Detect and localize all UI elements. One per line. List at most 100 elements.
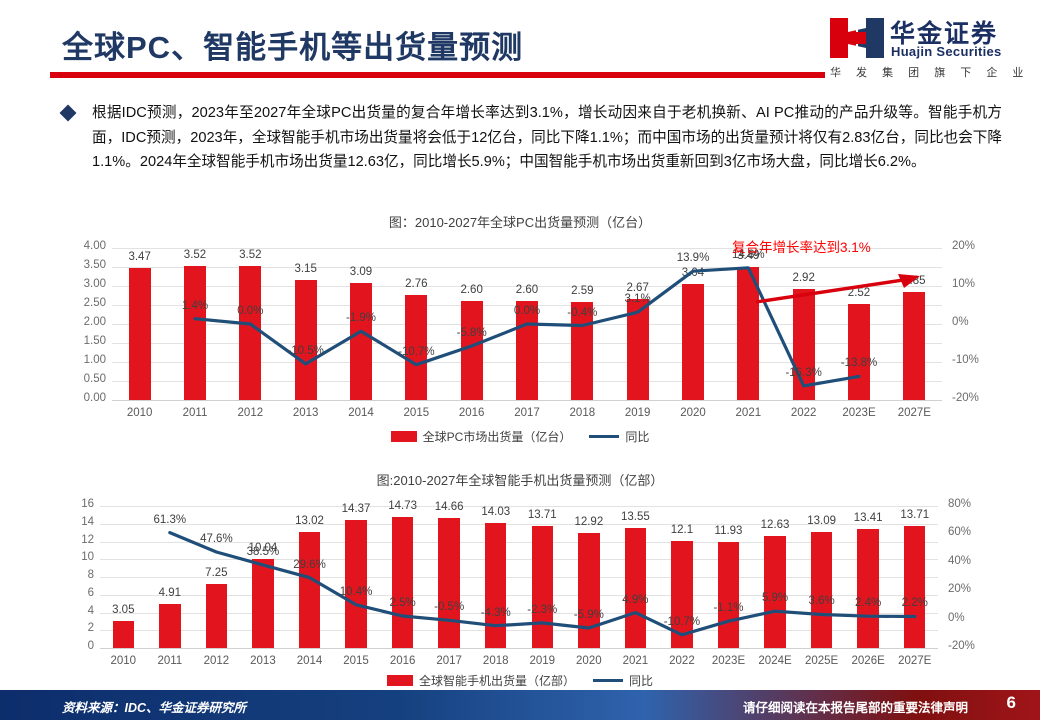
footer-bar: 资料来源：IDC、华金证券研究所 请仔细阅读在本报告尾部的重要法律声明 6 bbox=[0, 690, 1040, 720]
bar-value-label: 13.09 bbox=[807, 514, 836, 527]
line-value-label: -10.5% bbox=[287, 344, 324, 357]
x-axis-tick: 2025E bbox=[804, 655, 839, 667]
gridline bbox=[100, 559, 938, 561]
bar-value-label: 3.52 bbox=[239, 249, 262, 262]
bar bbox=[205, 583, 228, 648]
y-axis-tick-left: 2 bbox=[87, 622, 94, 635]
x-axis-tick: 2012 bbox=[203, 655, 230, 667]
x-axis-tick: 2014 bbox=[296, 655, 323, 667]
x-axis-baseline bbox=[112, 400, 942, 401]
bar bbox=[128, 268, 151, 400]
chart-title: 图:2010-2027年全球智能手机出货量预测（亿部） bbox=[376, 473, 664, 488]
company-logo: 华金证券 Huajin Securities 华 发 集 团 旗 下 企 业 bbox=[816, 12, 1024, 84]
line-value-label: 29.6% bbox=[293, 558, 326, 571]
x-axis-tick: 2016 bbox=[389, 655, 416, 667]
line-value-label: -10.7% bbox=[663, 615, 701, 628]
y-axis-tick-right: 40% bbox=[948, 554, 972, 567]
x-axis-tick: 2014 bbox=[348, 407, 374, 419]
y-axis-tick-right: -20% bbox=[952, 392, 979, 404]
legend-bar-label: 全球PC市场出货量（亿台） bbox=[422, 430, 572, 444]
line-value-label: -1.9% bbox=[345, 312, 377, 325]
bullet-diamond-icon bbox=[59, 104, 77, 122]
bar-value-label: 14.03 bbox=[481, 506, 511, 519]
x-axis-tick: 2026E bbox=[851, 655, 885, 667]
bar-value-label: 2.92 bbox=[792, 272, 815, 285]
legend-line-label: 同比 bbox=[625, 430, 650, 444]
legend-bar-swatch bbox=[390, 431, 417, 442]
x-axis-tick: 2018 bbox=[569, 407, 596, 419]
bar-value-label: 7.25 bbox=[205, 566, 228, 579]
bar-value-label: 13.71 bbox=[900, 509, 930, 522]
bar bbox=[903, 291, 926, 400]
x-axis-tick: 2021 bbox=[622, 655, 649, 667]
bar bbox=[626, 298, 649, 400]
bar-value-label: 3.05 bbox=[112, 603, 135, 616]
bar-value-label: 3.52 bbox=[183, 249, 207, 262]
y-axis-tick-left: 6 bbox=[87, 586, 94, 599]
y-axis-tick-left: 0.00 bbox=[83, 392, 106, 404]
y-axis-tick-left: 0 bbox=[87, 640, 94, 652]
line-value-label: -5.9% bbox=[573, 608, 604, 621]
line-value-label: 2.2% bbox=[901, 597, 928, 610]
bar-value-label: 2.76 bbox=[405, 278, 428, 291]
bar bbox=[294, 280, 317, 400]
y-axis-tick-right: 60% bbox=[948, 526, 972, 539]
line-value-label: -16.3% bbox=[785, 366, 822, 379]
bar-value-label: 3.09 bbox=[349, 265, 373, 278]
bar bbox=[239, 266, 262, 400]
x-axis-baseline bbox=[100, 648, 938, 649]
x-axis-tick: 2027E bbox=[897, 407, 931, 419]
line-value-label: 10.4% bbox=[339, 585, 373, 598]
line-value-label: 4.9% bbox=[622, 593, 649, 606]
line-value-label: 5.9% bbox=[761, 592, 789, 605]
x-axis-tick: 2010 bbox=[126, 407, 153, 419]
y-axis-tick-right: 10% bbox=[952, 278, 976, 290]
footer-disclaimer: 请仔细阅读在本报告尾部的重要法律声明 bbox=[742, 701, 968, 715]
bar bbox=[764, 535, 786, 648]
title-underline-rule bbox=[50, 72, 825, 78]
x-axis-tick: 2023E bbox=[711, 655, 746, 667]
logo-chinese-name: 华金证券 bbox=[890, 20, 999, 48]
line-value-label: -2.3% bbox=[527, 603, 558, 616]
line-value-label: 14.8% bbox=[732, 248, 765, 261]
chart-legend: 全球智能手机出货量（亿部） 同比 bbox=[0, 672, 1040, 689]
bar-value-label: 14.37 bbox=[341, 503, 371, 516]
legend-line-label: 同比 bbox=[629, 674, 654, 688]
legend-line-swatch bbox=[593, 679, 623, 682]
x-axis-tick: 2019 bbox=[529, 655, 556, 667]
bar-value-label: 14.73 bbox=[388, 500, 417, 513]
y-axis-tick-left: 1.00 bbox=[83, 354, 106, 366]
legend-bar-label: 全球智能手机出货量（亿部） bbox=[418, 674, 575, 688]
bar bbox=[485, 523, 507, 648]
line-value-label: -0.5% bbox=[434, 601, 465, 614]
footer-source: 资料来源：IDC、华金证券研究所 bbox=[62, 701, 247, 715]
x-axis-tick: 2013 bbox=[292, 407, 319, 419]
y-axis-tick-right: 0% bbox=[948, 611, 965, 624]
gridline bbox=[100, 523, 938, 525]
x-axis-tick: 2017 bbox=[436, 655, 462, 667]
bar bbox=[857, 529, 879, 648]
y-axis-tick-left: 12 bbox=[81, 533, 94, 546]
x-axis-tick: 2012 bbox=[237, 407, 264, 419]
y-axis-tick-left: 3.00 bbox=[83, 278, 106, 290]
x-axis-tick: 2019 bbox=[624, 407, 651, 419]
x-axis-tick: 2022 bbox=[790, 407, 817, 419]
line-value-label: -1.1% bbox=[713, 602, 744, 615]
x-axis-tick: 2017 bbox=[514, 407, 540, 419]
line-value-label: 0.0% bbox=[237, 305, 264, 317]
bar bbox=[531, 526, 553, 648]
y-axis-tick-left: 10 bbox=[81, 551, 94, 564]
gridline bbox=[112, 267, 942, 268]
bar-value-label: 3.15 bbox=[294, 263, 317, 276]
bar-value-label: 2.59 bbox=[571, 284, 594, 297]
gridline bbox=[100, 612, 938, 614]
y-axis-tick-right: 20% bbox=[948, 583, 972, 596]
bar bbox=[438, 517, 460, 648]
huajin-logo-mark-icon bbox=[830, 18, 884, 58]
y-axis-tick-left: 16 bbox=[81, 498, 94, 510]
legend-bar-swatch bbox=[386, 675, 413, 686]
bar bbox=[345, 520, 367, 648]
gridline bbox=[100, 594, 938, 596]
bar-value-label: 3.49 bbox=[737, 250, 760, 263]
line-value-label: 2.5% bbox=[389, 597, 416, 610]
